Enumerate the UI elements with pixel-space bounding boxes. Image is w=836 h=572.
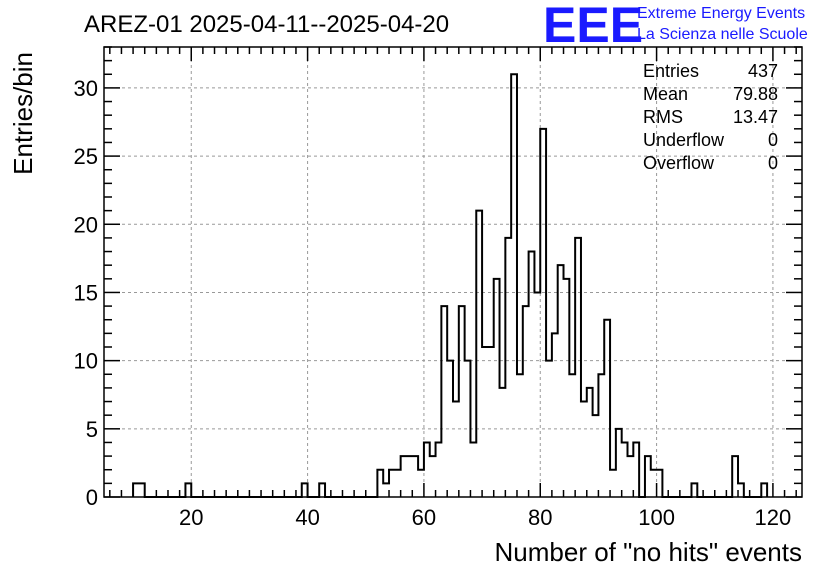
histogram-bin [761,483,767,497]
histogram-bin [651,470,657,497]
stats-label: Underflow [643,130,725,150]
y-axis-label: Entries/bin [8,52,38,175]
histogram-bin [569,374,575,497]
stats-label: Overflow [643,153,715,173]
stats-label: Mean [643,84,688,104]
logo-mark: EEE [543,0,643,53]
chart-title: AREZ-01 2025-04-11--2025-04-20 [84,11,449,38]
stats-box: Entries 437 Mean 79.88 RMS 13.47 Underflow 0 Ove… [643,61,778,173]
histogram-bin [738,483,744,497]
histogram-bin [430,456,436,497]
histogram-bin [529,252,535,497]
histogram-bin [133,483,139,497]
x-tick-label: 80 [528,505,552,530]
y-tick-label: 0 [86,485,98,510]
histogram-bin [628,456,634,497]
histogram-bin [494,279,500,497]
histogram-bin [383,483,389,497]
histogram-bin [593,415,599,497]
histogram-bin [389,470,395,497]
x-tick-label: 40 [295,505,319,530]
x-tick-label: 100 [638,505,675,530]
histogram-bin [581,402,587,497]
histogram-bin [645,456,651,497]
histogram-bin [546,361,552,497]
histogram-bin [377,470,383,497]
histogram-bin [459,306,465,497]
stats-label: RMS [643,107,683,127]
histogram-bin [511,74,517,497]
histogram-bin [587,388,593,497]
histogram-bin [470,442,476,497]
plot-frame [103,46,803,498]
x-tick-label: 120 [755,505,792,530]
histogram-bin [691,483,697,497]
logo-line-1: Extreme Energy Events [637,5,805,22]
x-tick-label: 60 [412,505,436,530]
histogram-bin [616,429,622,497]
histogram-bin [558,265,564,497]
y-tick-label: 5 [86,417,98,442]
stats-value: 437 [748,61,778,81]
histogram-bin [552,333,558,497]
y-tick-label: 30 [74,76,98,101]
histogram-bin [500,388,506,497]
stats-label: Entries [643,61,699,81]
stats-value: 0 [768,153,778,173]
histogram-bin [436,442,442,497]
x-axis-label: Number of "no hits" events [495,537,803,567]
x-tick-label: 20 [179,505,203,530]
histogram-bin [598,374,604,497]
histogram-bin [139,483,145,497]
histogram-bin [732,456,738,497]
stats-value: 79.88 [733,84,778,104]
histogram-bin [395,470,401,497]
histogram-bin [622,442,628,497]
histogram-bin [633,442,639,497]
grid [104,47,802,497]
histogram-bin [657,470,663,497]
histogram-bin [488,347,494,497]
histogram-bin [482,347,488,497]
y-tick-label: 10 [74,349,98,374]
logo-line-2: La Scienza nelle Scuole [637,26,808,43]
histogram-bin [185,483,191,497]
histogram-bin [540,129,546,497]
histogram-bin [476,211,482,497]
histogram-bin [517,374,523,497]
histogram-bin [424,442,430,497]
axes: 20 40 60 80 100 120 0 5 10 15 20 25 30 [74,46,803,530]
histogram-bin [453,402,459,497]
histogram-bin [575,238,581,497]
histogram-bin [418,470,424,497]
histogram-bin [302,483,308,497]
eee-logo: EEE Extreme Energy Events La Scienza nel… [543,0,808,53]
y-tick-label: 25 [74,144,98,169]
histogram-bin [465,361,471,497]
stats-value: 13.47 [733,107,778,127]
histogram-bin [319,483,325,497]
histogram-bin [401,456,407,497]
histogram-bin [447,361,453,497]
y-tick-label: 15 [74,280,98,305]
histogram-bin [610,470,616,497]
histogram-bin [604,320,610,497]
histogram-bin [505,238,511,497]
histogram-bin [441,306,447,497]
y-tick-label: 20 [74,212,98,237]
stats-value: 0 [768,130,778,150]
histogram-bin [564,279,570,497]
histogram-bin [534,292,540,497]
histogram-bin [523,306,529,497]
histogram-bin [412,456,418,497]
histogram-bin [406,456,412,497]
